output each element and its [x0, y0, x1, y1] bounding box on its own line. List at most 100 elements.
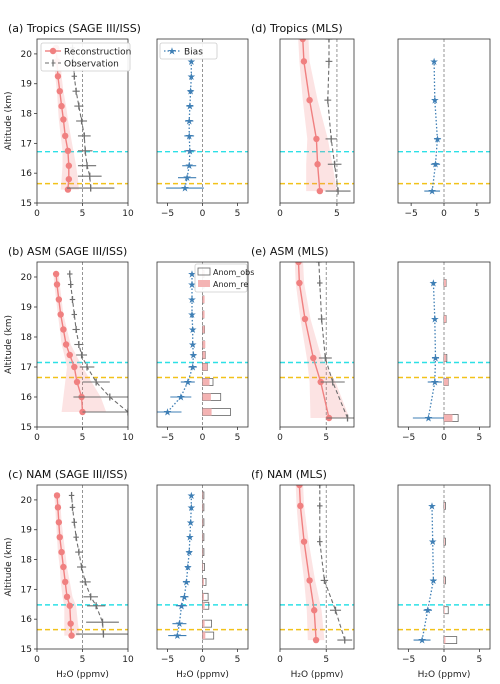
plot-area: ★★★★★★★★★★★	[157, 270, 231, 419]
reconstruction-point	[300, 538, 308, 545]
x-tick-label: −5	[161, 433, 174, 443]
observation-line	[327, 39, 339, 192]
anom-re-bar	[444, 414, 453, 422]
reconstruction-point	[56, 533, 63, 541]
y-tick-label: 17	[21, 585, 32, 595]
anom-re-bar	[202, 351, 206, 359]
x-axis-label: H₂O (ppmv)	[176, 670, 229, 680]
bias-point: ★	[188, 363, 197, 374]
reconstruction-point	[56, 87, 63, 95]
legend-anom-obs-swatch	[197, 267, 211, 276]
anom-re-bar	[202, 632, 206, 640]
plot-area	[53, 491, 128, 639]
x-tick-label: 0	[441, 209, 447, 219]
bias-point: ★	[180, 592, 189, 603]
x-tick-label: 5	[80, 433, 86, 443]
anom-re-bar	[444, 279, 447, 287]
reconstruction-point	[52, 270, 60, 278]
x-axis-label: H₂O (ppmv)	[291, 670, 344, 680]
reconstruction-point	[71, 363, 78, 371]
reconstruction-point	[306, 96, 313, 104]
anom-re-bar	[202, 408, 212, 416]
x-tick-label: 10	[122, 209, 134, 219]
bias-point: ★	[187, 503, 196, 514]
x-tick-label: 5	[477, 655, 483, 665]
reconstruction-point	[68, 632, 75, 639]
reconstruction-point	[306, 577, 313, 584]
bias-point: ★	[187, 57, 196, 68]
reconstruction-line	[298, 485, 317, 641]
y-tick-label: 19	[21, 80, 33, 90]
panel-f: 0 5 (f) NAM (MLS) H₂O (ppmv)	[251, 468, 355, 680]
anom-re-bar	[202, 341, 206, 348]
reconstruction-point	[62, 132, 69, 140]
x-tick-label: 5	[474, 209, 480, 219]
anom-re-bar	[202, 311, 205, 318]
y-tick-label: 15	[21, 645, 32, 655]
legend-bias-marker: ★	[168, 47, 177, 58]
x-tick-label: 0	[441, 433, 447, 443]
anom-re-bar	[202, 326, 205, 333]
y-axis-label: Altitude (km)	[4, 537, 14, 596]
bias-point: ★	[183, 563, 192, 574]
y-tick-label: 15	[21, 423, 32, 433]
anom-re-bar	[202, 296, 205, 303]
anom-re-bar	[444, 378, 449, 386]
reconstruction-band	[54, 495, 80, 636]
panel-b_bias: ★★★★★★★★★★★−5 0 5	[156, 261, 249, 443]
x-axis-label: H₂O (ppmv)	[56, 670, 109, 680]
y-tick-label: 16	[21, 169, 33, 179]
panel-title: (a) Tropics (SAGE III/ISS)	[8, 22, 141, 35]
reconstruction-point	[296, 485, 303, 489]
reconstruction-point	[53, 492, 61, 499]
legend-anom: Anom_obs Anom_re	[194, 263, 254, 293]
anom-re-bar	[444, 606, 445, 614]
panel-a: 0 5 10 15 16 17 18 19 20 (a) Tropics (SAGE III/IS…	[4, 22, 141, 219]
y-tick-label: 20	[21, 50, 33, 60]
anom-re-bar	[444, 636, 446, 644]
plot-area: ★★★★★★★★★★	[166, 57, 204, 195]
reconstruction-point	[301, 315, 309, 323]
y-axis-label: Altitude (km)	[4, 315, 14, 374]
x-tick-label: −5	[161, 209, 174, 219]
reconstruction-point	[296, 279, 303, 287]
axes-frame	[279, 261, 355, 428]
bias-point: ★	[430, 96, 439, 107]
reconstruction-point	[57, 311, 64, 318]
bias-point: ★	[185, 117, 194, 128]
y-tick-label: 20	[21, 273, 33, 283]
reconstruction-point	[60, 116, 67, 123]
reconstruction-point	[311, 607, 318, 614]
reconstruction-line	[302, 39, 321, 192]
anom-re-bar	[202, 518, 204, 526]
x-tick-label: 10	[122, 655, 134, 665]
x-tick-label: 5	[235, 433, 241, 443]
legend-bias: ★ Bias	[159, 42, 218, 60]
y-tick-label: 17	[21, 363, 32, 373]
anom-re-bar	[444, 354, 447, 362]
x-tick-label: 0	[34, 209, 40, 219]
x-tick-label: −5	[402, 655, 415, 665]
x-tick-label: 0	[277, 655, 283, 665]
reconstruction-point	[55, 519, 63, 526]
x-tick-label: 5	[334, 209, 340, 219]
bias-line	[427, 282, 437, 419]
bias-point: ★	[187, 72, 196, 83]
anom-re-bar	[202, 503, 204, 511]
reconstruction-point	[53, 281, 61, 288]
bias-point: ★	[185, 102, 194, 113]
legend-reconstruction-marker	[49, 47, 57, 55]
anom-re-bar	[444, 315, 447, 323]
bias-point: ★	[428, 187, 437, 198]
plot-area	[52, 44, 115, 193]
bias-point: ★	[175, 619, 184, 630]
bias-point: ★	[186, 87, 195, 98]
legend-anom-re-label: Anom_re	[213, 280, 248, 289]
reconstruction-point	[65, 162, 73, 169]
panel-a_bias: ★★★★★★★★★★−5 0 5	[156, 38, 249, 219]
bias-point: ★	[177, 601, 186, 612]
reconstruction-point	[73, 378, 81, 386]
x-tick-label: 10	[122, 433, 134, 443]
